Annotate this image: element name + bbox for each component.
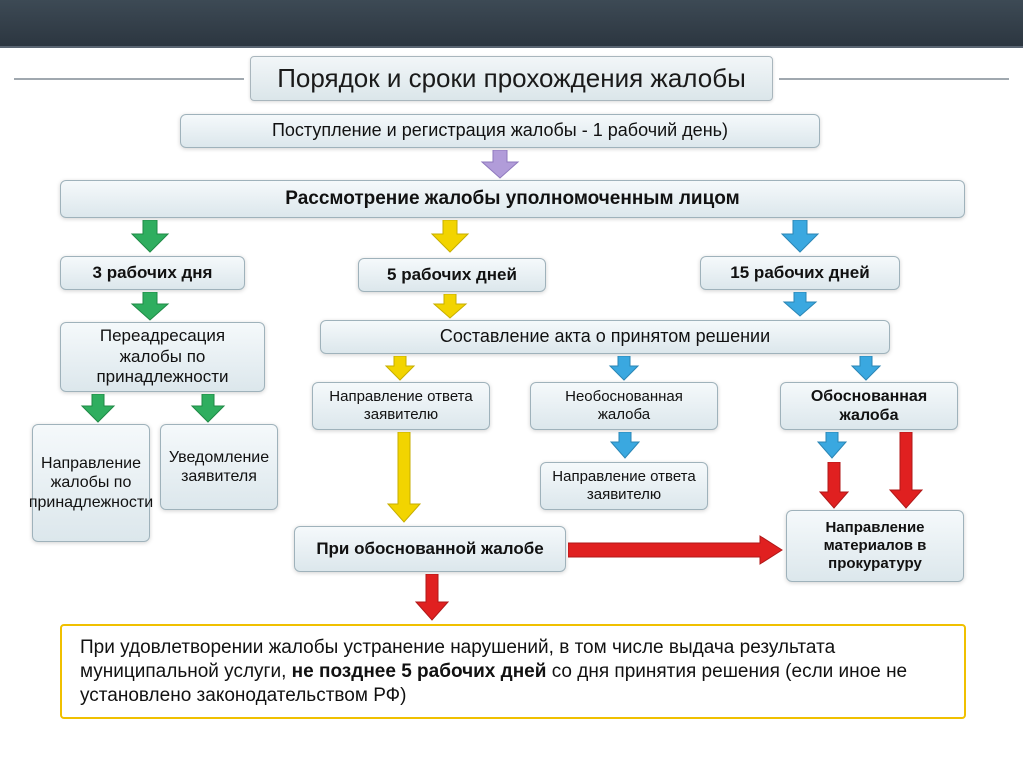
arrow-yellow-2 bbox=[382, 356, 418, 382]
label: 15 рабочих дней bbox=[730, 263, 869, 283]
arrow-blue-2b bbox=[848, 356, 884, 382]
rule-right bbox=[779, 78, 1009, 80]
node-3days: 3 рабочих дня bbox=[60, 256, 245, 290]
title-band: Порядок и сроки прохождения жалобы bbox=[14, 56, 1009, 101]
arrow-red-down bbox=[412, 574, 452, 622]
node-direct-reply-1: Направление ответа заявителю bbox=[312, 382, 490, 430]
label: Необоснованная жалоба bbox=[539, 388, 709, 424]
label: Направление ответа заявителю bbox=[549, 468, 699, 504]
arrow-blue-1 bbox=[778, 220, 822, 254]
label: При обоснованной жалобе bbox=[316, 539, 543, 559]
label: 3 рабочих дня bbox=[93, 263, 213, 283]
label: Составление акта о принятом решении bbox=[440, 326, 770, 348]
arrow-blue-3 bbox=[607, 432, 643, 460]
footer-box: При удовлетворении жалобы устранение нар… bbox=[60, 624, 966, 719]
footer-t2: не позднее 5 рабочих дней bbox=[292, 661, 547, 682]
arrow-blue-2a bbox=[606, 356, 642, 382]
rule-left bbox=[14, 78, 244, 80]
arrow-green-2 bbox=[128, 292, 172, 322]
top-bar bbox=[0, 0, 1023, 48]
arrow-green-3b bbox=[188, 394, 228, 424]
node-act: Составление акта о принятом решении bbox=[320, 320, 890, 354]
arrow-blue-converge bbox=[780, 292, 820, 318]
label: Обоснованная жалоба bbox=[789, 387, 949, 425]
node-direct-reply-2: Направление ответа заявителю bbox=[540, 462, 708, 510]
node-redirect: Переадресация жалобы по принадлежности bbox=[60, 322, 265, 392]
arrow-green-1 bbox=[128, 220, 172, 254]
arrow-green-3a bbox=[78, 394, 118, 424]
label: 5 рабочих дней bbox=[387, 265, 517, 285]
node-15days: 15 рабочих дней bbox=[700, 256, 900, 290]
label: Направление материалов в прокуратуру bbox=[795, 519, 955, 573]
arrow-lilac-1 bbox=[478, 150, 522, 180]
arrow-red-short bbox=[816, 462, 852, 510]
node-on-founded: При обоснованной жалобе bbox=[294, 526, 566, 572]
page-title: Порядок и сроки прохождения жалобы bbox=[250, 56, 773, 101]
arrow-yellow-1 bbox=[428, 220, 472, 254]
arrow-blue-4a bbox=[814, 432, 850, 460]
arrow-red-founded bbox=[886, 432, 926, 510]
node-notify-applicant: Уведомление заявителя bbox=[160, 424, 278, 510]
arrow-red-right bbox=[568, 534, 784, 566]
arrow-yellow-long bbox=[384, 432, 424, 524]
label: Уведомление заявителя bbox=[169, 448, 269, 486]
node-to-prosecutor: Направление материалов в прокуратуру bbox=[786, 510, 964, 582]
label: Поступление и регистрация жалобы - 1 раб… bbox=[272, 120, 728, 142]
node-review: Рассмотрение жалобы уполномоченным лицом bbox=[60, 180, 965, 218]
node-5days: 5 рабочих дней bbox=[358, 258, 546, 292]
label: Направление жалобы по принадлежности bbox=[29, 454, 153, 512]
label: Направление ответа заявителю bbox=[321, 388, 481, 424]
node-direct-complaint: Направление жалобы по принадлежности bbox=[32, 424, 150, 542]
label: Переадресация жалобы по принадлежности bbox=[69, 326, 256, 387]
label: Рассмотрение жалобы уполномоченным лицом bbox=[285, 188, 739, 211]
node-unfounded: Необоснованная жалоба bbox=[530, 382, 718, 430]
node-founded: Обоснованная жалоба bbox=[780, 382, 958, 430]
arrow-yellow-converge bbox=[430, 294, 470, 320]
node-receipt: Поступление и регистрация жалобы - 1 раб… bbox=[180, 114, 820, 148]
